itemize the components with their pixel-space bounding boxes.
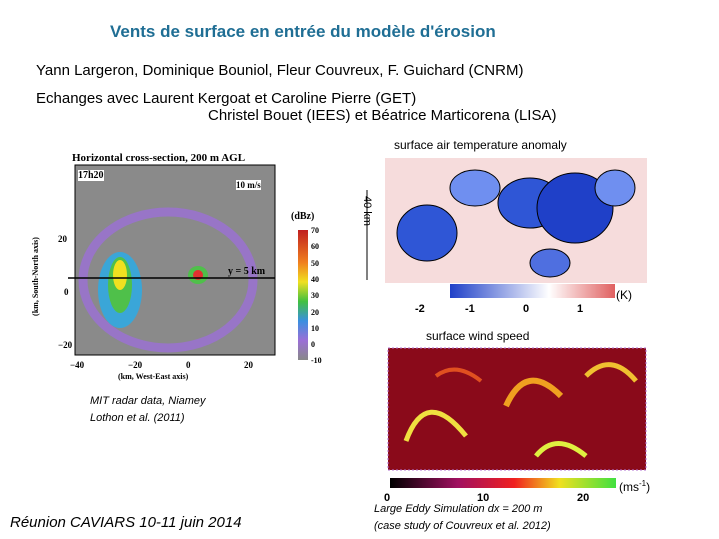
panel-title: surface air temperature anomaly (394, 138, 567, 152)
colorbar-tick: 10 (311, 323, 319, 333)
colorbar-tick: 30 (311, 291, 319, 301)
colorbar-tick: 0 (523, 303, 530, 315)
echo (113, 260, 127, 290)
x-tick-label: −40 (70, 360, 85, 370)
gust-front (584, 362, 638, 383)
colorbar-unit: (K) (616, 288, 632, 302)
wind-image (387, 347, 647, 488)
colorbar-tick: -10 (311, 356, 322, 366)
y-tick-label: −20 (58, 340, 73, 350)
colorbar-tick: 60 (311, 242, 319, 252)
figure-title: Horizontal cross-section, 200 m AGL (72, 152, 246, 164)
colorbar-tick: -1 (465, 303, 475, 315)
y-axis-label: (km, South-North axis) (30, 237, 40, 316)
colorbar-tick: 70 (311, 226, 319, 235)
x-tick-label: −20 (128, 360, 143, 370)
unit-text: ) (646, 480, 651, 494)
radar-image (68, 164, 308, 360)
cold-pool (529, 248, 571, 278)
colorbar (450, 284, 615, 298)
gust-front (403, 409, 468, 442)
x-tick-label: 0 (186, 360, 191, 370)
unit-exponent: -1 (639, 479, 647, 488)
colorbar-tick: 0 (384, 492, 391, 504)
plot-frame (74, 164, 276, 356)
slide-title: Vents de surface en entrée du modèle d'é… (110, 22, 496, 41)
temperature-image (385, 158, 647, 298)
colorbar-unit: (dBz) (291, 211, 315, 222)
colorbar (390, 478, 616, 488)
echo-ring (78, 207, 258, 353)
colorbar-tick: 1 (577, 303, 584, 315)
colorbar-tick: 10 (477, 492, 490, 504)
gust-front (434, 367, 483, 383)
image-bg (387, 347, 647, 471)
panel-caption: (case study of Couvreux et al. 2012) (374, 520, 551, 532)
section-label: y = 5 km (228, 266, 266, 277)
y-tick-label: 20 (58, 234, 67, 244)
cold-pool (594, 169, 636, 207)
colorbar (298, 230, 308, 360)
vector-scale: 10 m/s (236, 180, 261, 190)
gust-front (503, 377, 564, 408)
figure-caption: MIT radar data, Niamey (90, 395, 206, 407)
colorbar-tick: 0 (311, 340, 315, 350)
colorbar-tick: 40 (311, 274, 319, 284)
panel-caption: Large Eddy Simulation dx = 200 m (374, 503, 543, 515)
author-line: Echanges avec Laurent Kergoat et Carolin… (36, 90, 417, 107)
scale-label: 40 km (360, 196, 373, 226)
author-line: Yann Largeron, Dominique Bouniol, Fleur … (36, 62, 524, 79)
x-tick-label: 20 (244, 360, 253, 370)
time-label: 17h20 (78, 170, 104, 181)
colorbar-tick: 50 (311, 258, 319, 268)
colorbar-tick: 20 (577, 492, 590, 504)
figure-caption: Lothon et al. (2011) (90, 412, 185, 424)
panel-title: surface wind speed (426, 329, 530, 343)
unit-text: (ms (619, 480, 639, 494)
colorbar-unit: (ms-1) (619, 479, 650, 494)
colorbar-tick: -2 (415, 303, 425, 315)
cold-pool (449, 169, 501, 207)
y-tick-label: 0 (64, 287, 69, 297)
colorbar-tick: 20 (311, 307, 319, 317)
footer: Réunion CAVIARS 10-11 juin 2014 (10, 514, 242, 531)
scale-arrow (366, 190, 368, 280)
cold-pool (396, 204, 458, 262)
x-axis-label: (km, West-East axis) (118, 372, 189, 381)
cold-pool (536, 172, 614, 244)
author-line: Christel Bouet (IEES) et Béatrice Martic… (208, 107, 557, 124)
gust-front (534, 441, 588, 458)
